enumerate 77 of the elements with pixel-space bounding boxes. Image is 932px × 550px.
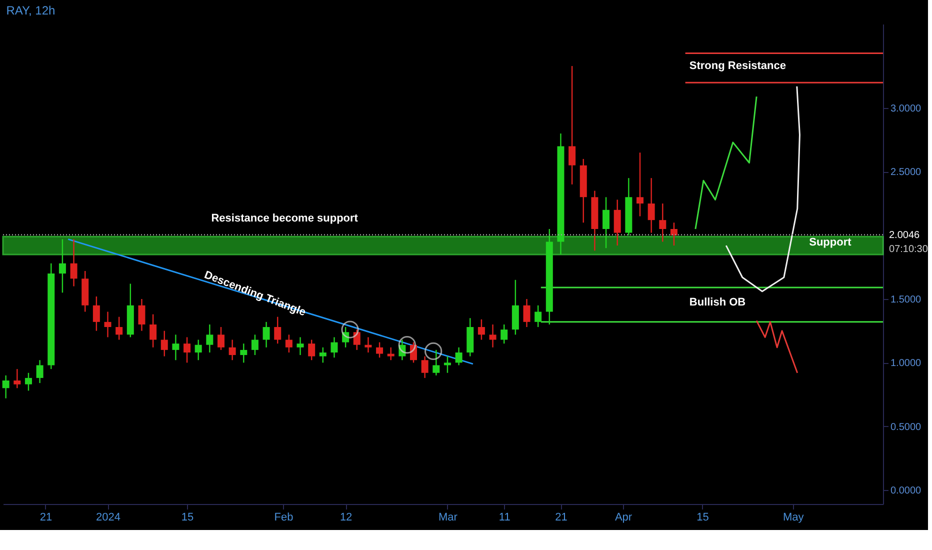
point — [398, 336, 416, 354]
candlestick — [228, 339, 236, 361]
candlestick — [444, 356, 451, 374]
candlestick — [534, 304, 542, 328]
candlestick — [568, 65, 576, 186]
x-tick-label: Mar — [438, 512, 458, 524]
x-tick-label: 21 — [40, 512, 52, 524]
candlestick — [285, 334, 292, 354]
candlestick — [172, 334, 180, 361]
y-tick-label: 0.0000 — [890, 485, 922, 496]
candlestick — [104, 311, 112, 338]
annotation: Strong Resistance — [689, 60, 786, 72]
line-series — [725, 86, 800, 292]
candlestick — [500, 324, 508, 344]
candlestick — [432, 349, 440, 376]
x-tick-label: 15 — [696, 512, 709, 524]
candlestick — [184, 336, 191, 364]
y-tick-label: 2.5000 — [890, 167, 922, 178]
candlestick — [14, 368, 21, 389]
candlestick — [116, 316, 123, 340]
candlestick — [70, 238, 78, 287]
candlestick — [274, 316, 282, 344]
x-tick-label: 11 — [498, 512, 510, 524]
annotation: Support — [809, 236, 852, 248]
candlestick — [262, 321, 270, 348]
text: 07:10:30 — [889, 244, 928, 255]
candlestick — [455, 346, 462, 366]
x-tick-label: 2024 — [96, 512, 120, 524]
annotation: Resistance become support — [211, 212, 358, 224]
candlestick — [478, 318, 485, 340]
x-tick-label: Apr — [614, 512, 632, 524]
point — [424, 342, 442, 360]
line-series — [756, 320, 798, 374]
candlestick — [648, 177, 655, 234]
candlestick — [636, 152, 644, 217]
candlestick — [364, 336, 372, 354]
candlestick — [194, 339, 202, 361]
point — [341, 320, 359, 338]
line-series — [694, 96, 758, 230]
candlestick — [92, 296, 100, 332]
candlestick — [319, 346, 326, 364]
candlestick — [240, 342, 248, 364]
ref-line-label: 2.0046 — [889, 230, 920, 241]
candlestick — [251, 334, 258, 356]
annotation: Bullish OB — [689, 296, 746, 308]
y-tick-label: 3.0000 — [890, 104, 922, 115]
candlestick — [24, 372, 32, 392]
candlestick — [387, 346, 394, 361]
candlestick — [602, 196, 610, 249]
candlestick — [523, 298, 530, 328]
candlestick — [160, 330, 168, 357]
x-tick-label: 12 — [340, 512, 352, 524]
candlestick — [2, 374, 10, 399]
candlestick — [353, 328, 360, 351]
candlestick — [138, 298, 146, 332]
candlestick — [376, 342, 384, 358]
candlestick — [206, 324, 214, 354]
x-tick-label: 15 — [181, 512, 194, 524]
candlestick — [217, 326, 224, 351]
candlestick — [489, 324, 496, 348]
y-tick-label: 1.0000 — [890, 358, 922, 370]
candlestick — [421, 356, 428, 379]
candlestick — [670, 222, 678, 246]
x-tick-label: 21 — [555, 512, 568, 524]
y-tick-label: 1.5000 — [890, 294, 922, 306]
x-tick-label: Feb — [274, 512, 294, 524]
candlestick — [36, 360, 44, 384]
candlestick — [614, 199, 621, 246]
chart-title: RAY, 12h — [6, 3, 56, 18]
candlestick — [296, 336, 304, 356]
candlestick — [308, 339, 316, 361]
x-tick-label: May — [782, 512, 804, 524]
candlestick — [330, 336, 338, 358]
y-tick-label: 0.5000 — [890, 422, 922, 433]
candlestick — [659, 202, 666, 242]
candlestick — [58, 238, 66, 294]
candlestick — [150, 314, 157, 348]
